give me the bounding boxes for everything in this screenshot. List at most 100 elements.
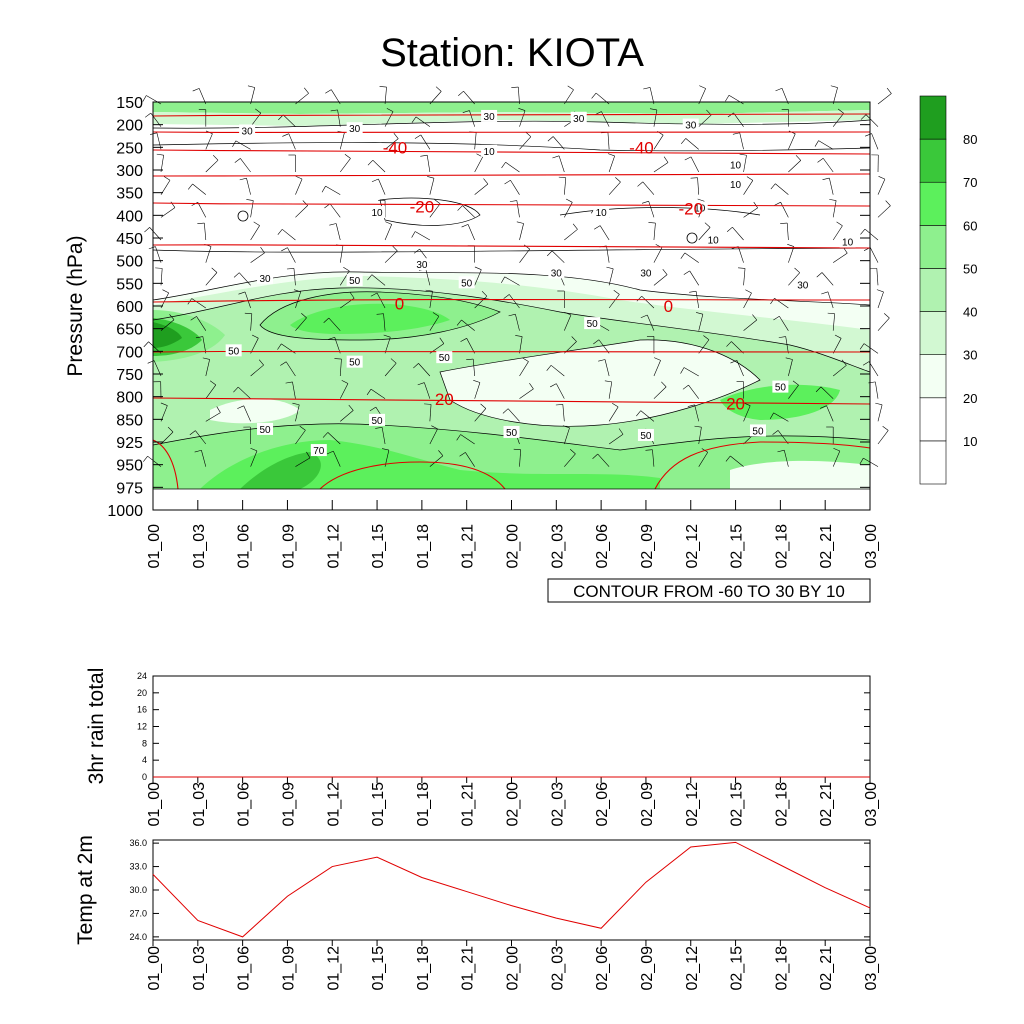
wind-barb-flag: [162, 289, 169, 294]
x-tick-label: 01_03: [191, 782, 208, 827]
wind-barb-flag: [375, 426, 383, 429]
y-tick-label: 975: [116, 480, 143, 497]
wind-barb-flag: [169, 314, 175, 320]
wind-barb: [598, 339, 610, 354]
wind-barb-flag: [774, 201, 781, 206]
wind-barb: [371, 274, 386, 286]
x-tick-label: 01_21: [460, 782, 477, 827]
wind-barb-flag: [775, 87, 783, 92]
wind-barb: [519, 361, 529, 377]
shade-dry-pocket-2: [210, 398, 300, 424]
wind-barb: [608, 155, 615, 173]
wind-barb-flag: [770, 183, 776, 190]
x-tick-label: 02_03: [549, 524, 566, 569]
wind-barb-flag: [661, 381, 667, 388]
wind-barb: [244, 291, 251, 309]
y-tick-label: 27.0: [129, 908, 147, 918]
pressure-axis-label: Pressure (hPa): [64, 235, 87, 376]
x-tick-label: 01_03: [191, 946, 208, 991]
wind-barb-flag: [558, 176, 566, 179]
humidity-contour-label: 10: [694, 204, 706, 215]
shade-70-80: [290, 303, 450, 334]
wind-barb: [429, 203, 441, 218]
humidity-contour-label: 10: [372, 208, 384, 219]
wind-barb-flag: [697, 198, 705, 202]
wind-barb-flag: [859, 458, 864, 465]
wind-barb: [781, 88, 789, 105]
wind-barb-flag: [163, 176, 171, 181]
wind-barb-flag: [343, 266, 350, 272]
wind-barb: [606, 245, 610, 263]
wind-barb: [821, 272, 834, 286]
temp-contour: [319, 461, 506, 489]
wind-barb-flag: [327, 336, 335, 340]
wind-barb-flag: [604, 380, 612, 383]
colorbar-box: [919, 95, 947, 140]
wind-barb: [829, 178, 834, 195]
wind-barb-flag: [607, 153, 615, 157]
wind-barb: [474, 132, 477, 150]
wind-barb: [192, 183, 207, 195]
wind-barb: [698, 88, 706, 105]
wind-barb: [467, 224, 475, 241]
humidity-contour-label: 10: [708, 235, 720, 246]
wind-barb: [743, 155, 747, 173]
y-tick-label: 925: [116, 435, 143, 452]
wind-barb-flag: [636, 295, 642, 302]
colorbar-label: 70: [963, 175, 977, 190]
shade-right-70: [720, 384, 840, 420]
wind-barb-flag: [325, 89, 332, 94]
wind-barb: [608, 381, 613, 399]
wind-barb: [607, 132, 610, 150]
wind-barb-flag: [194, 449, 202, 453]
x-tick-label: 01_09: [280, 524, 297, 569]
wind-barb: [240, 158, 251, 173]
wind-barb-flag: [862, 361, 870, 366]
wind-barb: [339, 245, 344, 263]
contour-label-bg: [239, 124, 256, 137]
colorbar-label: 20: [963, 391, 977, 406]
colorbar-box: [919, 354, 947, 399]
wind-barb: [472, 359, 475, 377]
wind-barb: [818, 140, 834, 150]
wind-barb-flag: [411, 231, 416, 238]
wind-barb: [647, 314, 655, 331]
wind-barb-flag: [260, 247, 265, 254]
x-tick-label: 01_09: [280, 946, 297, 991]
wind-barb: [649, 87, 655, 105]
wind-barb-flag: [295, 176, 303, 180]
wind-barb: [424, 382, 431, 399]
wind-barb: [250, 87, 256, 105]
wind-barb-flag: [860, 114, 867, 120]
wind-barb: [832, 450, 841, 467]
wind-barb-flag: [732, 132, 740, 135]
wind-barb: [877, 317, 890, 331]
wind-barb-flag: [738, 267, 746, 269]
wind-barb-flag: [683, 270, 690, 275]
wind-barb-flag: [753, 201, 758, 208]
wind-barb: [599, 225, 610, 241]
wind-barb: [198, 88, 207, 105]
humidity-contour-label: 10: [484, 147, 496, 158]
humidity-contour-label: 50: [439, 353, 451, 364]
wind-barb-flag: [156, 153, 164, 156]
contour-label-bg: [749, 424, 766, 437]
wind-barb-flag: [516, 221, 524, 224]
temperature-contour-label: 0: [664, 297, 673, 316]
wind-barb: [608, 434, 624, 445]
humidity-contour-label: 50: [259, 425, 271, 436]
wind-barb-flag: [281, 247, 288, 252]
x-tick-label: 02_00: [505, 782, 522, 827]
wind-barb-flag: [431, 425, 438, 430]
x-tick-label: 02_09: [639, 946, 656, 991]
wind-barb-flag: [501, 162, 506, 169]
wind-barb: [160, 207, 176, 218]
wind-barb: [743, 292, 752, 309]
wind-barb-flag: [827, 312, 835, 315]
wind-barb-flag: [238, 291, 246, 295]
wind-barb-flag: [815, 386, 822, 393]
wind-barb: [516, 200, 520, 218]
wind-barb-flag: [414, 134, 422, 139]
rh-contour: [559, 207, 761, 216]
x-tick-label: 02_06: [594, 946, 611, 991]
